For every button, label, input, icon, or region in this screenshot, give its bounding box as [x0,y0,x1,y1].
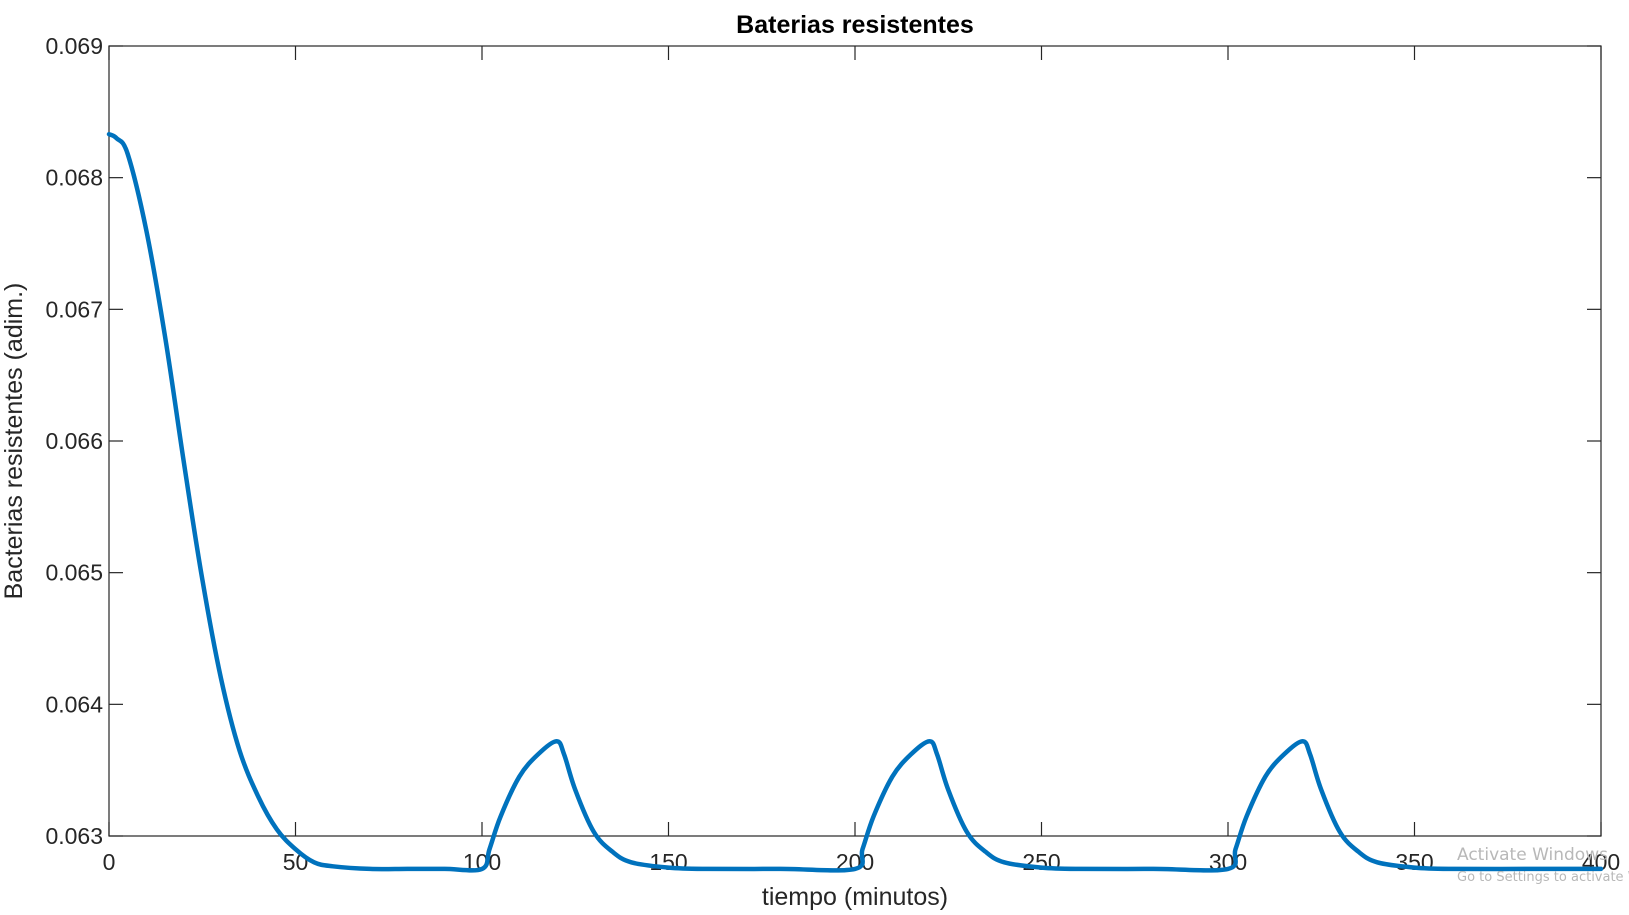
watermark-activate-title: Activate Windows [1457,845,1608,865]
y-tick-label: 0.064 [45,691,103,717]
x-tick-label: 350 [1395,849,1433,875]
x-tick-label: 50 [283,849,309,875]
plot-area: 0 50 100 150 200 250 300 350 4000.0630.0640.0650… [45,33,1620,875]
x-tick-label: 0 [103,849,116,875]
series-line [106,131,1604,873]
y-tick-label: 0.065 [45,560,103,586]
x-axis-label: tiempo (minutos) [762,883,948,911]
y-tick-label: 0.069 [45,33,103,59]
y-tick-label: 0.068 [45,165,103,191]
x-tick-label: 150 [649,849,687,875]
y-tick-label: 0.067 [45,296,103,322]
chart-title: Baterias resistentes [736,11,974,39]
y-tick-label: 0.063 [45,823,103,849]
x-tick-label: 250 [1022,849,1060,875]
y-axis-label: Bacterias resistentes (adim.) [0,283,28,600]
axes-box [108,45,1602,837]
y-tick-label: 0.066 [45,428,103,454]
watermark-activate-subtitle: Go to Settings to activate Windows. [1457,870,1629,885]
